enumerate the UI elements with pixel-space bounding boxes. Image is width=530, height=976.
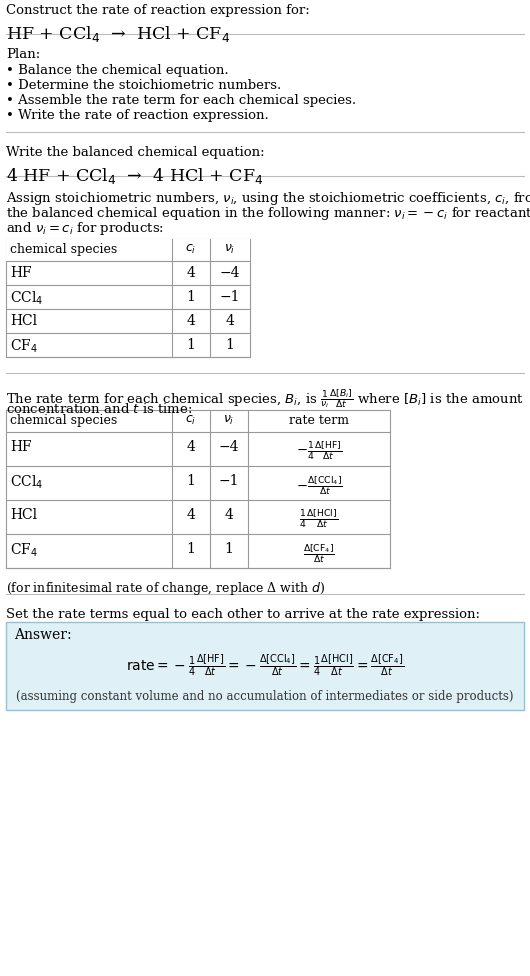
Text: −1: −1	[219, 474, 239, 488]
Text: −1: −1	[220, 290, 240, 304]
Text: concentration and $t$ is time:: concentration and $t$ is time:	[6, 402, 192, 416]
Text: $c_i$: $c_i$	[186, 414, 197, 427]
Text: 1: 1	[225, 542, 233, 556]
Text: • Assemble the rate term for each chemical species.: • Assemble the rate term for each chemic…	[6, 94, 356, 107]
Text: HF: HF	[10, 266, 32, 280]
Text: 4: 4	[187, 266, 196, 280]
Text: (for infinitesimal rate of change, replace Δ with $d$): (for infinitesimal rate of change, repla…	[6, 580, 325, 597]
Text: the balanced chemical equation in the following manner: $\nu_i = -c_i$ for react: the balanced chemical equation in the fo…	[6, 205, 530, 222]
Bar	[6, 239, 250, 261]
Text: $\nu_i$: $\nu_i$	[223, 414, 235, 427]
Text: 1: 1	[187, 474, 196, 488]
Text: $\frac{\Delta[\mathrm{CF_4}]}{\Delta t}$: $\frac{\Delta[\mathrm{CF_4}]}{\Delta t}$	[303, 542, 335, 565]
Text: HF + CCl$_4$  →  HCl + CF$_4$: HF + CCl$_4$ → HCl + CF$_4$	[6, 24, 230, 44]
Text: $\frac{1}{4}\frac{\Delta[\mathrm{HCl}]}{\Delta t}$: $\frac{1}{4}\frac{\Delta[\mathrm{HCl}]}{…	[299, 508, 339, 530]
Text: $-\frac{\Delta[\mathrm{CCl_4}]}{\Delta t}$: $-\frac{\Delta[\mathrm{CCl_4}]}{\Delta t…	[296, 474, 342, 497]
Text: CF$_4$: CF$_4$	[10, 542, 38, 559]
Text: 4: 4	[187, 314, 196, 328]
Text: HCl: HCl	[10, 508, 37, 522]
Text: Set the rate terms equal to each other to arrive at the rate expression:: Set the rate terms equal to each other t…	[6, 608, 480, 621]
Text: CCl$_4$: CCl$_4$	[10, 290, 43, 307]
Text: 1: 1	[226, 338, 234, 352]
Text: • Write the rate of reaction expression.: • Write the rate of reaction expression.	[6, 109, 269, 122]
Text: Write the balanced chemical equation:: Write the balanced chemical equation:	[6, 146, 264, 159]
Text: 1: 1	[187, 290, 196, 304]
Text: chemical species: chemical species	[10, 414, 117, 427]
Text: (assuming constant volume and no accumulation of intermediates or side products): (assuming constant volume and no accumul…	[16, 690, 514, 703]
Bar	[6, 410, 390, 568]
Text: −4: −4	[220, 266, 240, 280]
Text: chemical species: chemical species	[10, 243, 117, 256]
Text: $\mathrm{rate} = -\frac{1}{4}\frac{\Delta[\mathrm{HF}]}{\Delta t} = -\frac{\Delt: $\mathrm{rate} = -\frac{1}{4}\frac{\Delt…	[126, 652, 404, 677]
Text: 4: 4	[225, 508, 233, 522]
FancyBboxPatch shape	[6, 622, 524, 710]
Text: $\nu_i$: $\nu_i$	[224, 243, 236, 256]
Text: CF$_4$: CF$_4$	[10, 338, 38, 355]
Text: 4: 4	[187, 440, 196, 454]
Text: 4: 4	[226, 314, 234, 328]
Text: 1: 1	[187, 338, 196, 352]
Text: Answer:: Answer:	[14, 628, 72, 642]
Text: HF: HF	[10, 440, 32, 454]
Text: 4: 4	[187, 508, 196, 522]
Text: CCl$_4$: CCl$_4$	[10, 474, 43, 491]
Text: −4: −4	[219, 440, 239, 454]
Text: 4 HF + CCl$_4$  →  4 HCl + CF$_4$: 4 HF + CCl$_4$ → 4 HCl + CF$_4$	[6, 166, 263, 186]
Bar	[6, 239, 250, 357]
Text: Plan:: Plan:	[6, 48, 40, 61]
Text: HCl: HCl	[10, 314, 37, 328]
Text: $-\frac{1}{4}\frac{\Delta[\mathrm{HF}]}{\Delta t}$: $-\frac{1}{4}\frac{\Delta[\mathrm{HF}]}{…	[296, 440, 342, 462]
Text: Assign stoichiometric numbers, $\nu_i$, using the stoichiometric coefficients, $: Assign stoichiometric numbers, $\nu_i$, …	[6, 190, 530, 207]
Text: rate term: rate term	[289, 414, 349, 427]
Text: • Balance the chemical equation.: • Balance the chemical equation.	[6, 64, 228, 77]
Text: 1: 1	[187, 542, 196, 556]
Text: The rate term for each chemical species, $B_i$, is $\frac{1}{\nu_i}\frac{\Delta[: The rate term for each chemical species,…	[6, 387, 524, 410]
Text: • Determine the stoichiometric numbers.: • Determine the stoichiometric numbers.	[6, 79, 281, 92]
Text: $c_i$: $c_i$	[186, 243, 197, 256]
Text: Construct the rate of reaction expression for:: Construct the rate of reaction expressio…	[6, 4, 310, 17]
Text: and $\nu_i = c_i$ for products:: and $\nu_i = c_i$ for products:	[6, 220, 164, 237]
